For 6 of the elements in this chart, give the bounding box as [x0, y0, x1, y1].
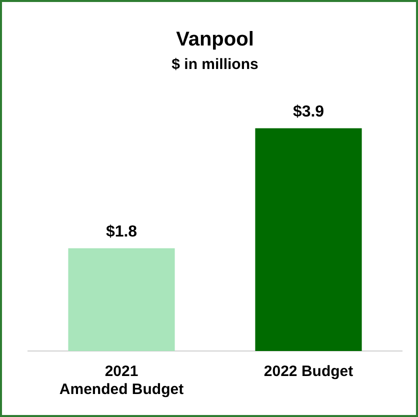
data-label: $3.9 [292, 104, 324, 121]
chart-subtitle: $ in millions [172, 56, 258, 74]
chart-title: Vanpool [176, 28, 254, 51]
x-tick-label: 2022 Budget [264, 363, 354, 380]
data-label: $1.8 [106, 224, 138, 241]
x-tick-label: 2021 Amended Budget [59, 363, 184, 398]
